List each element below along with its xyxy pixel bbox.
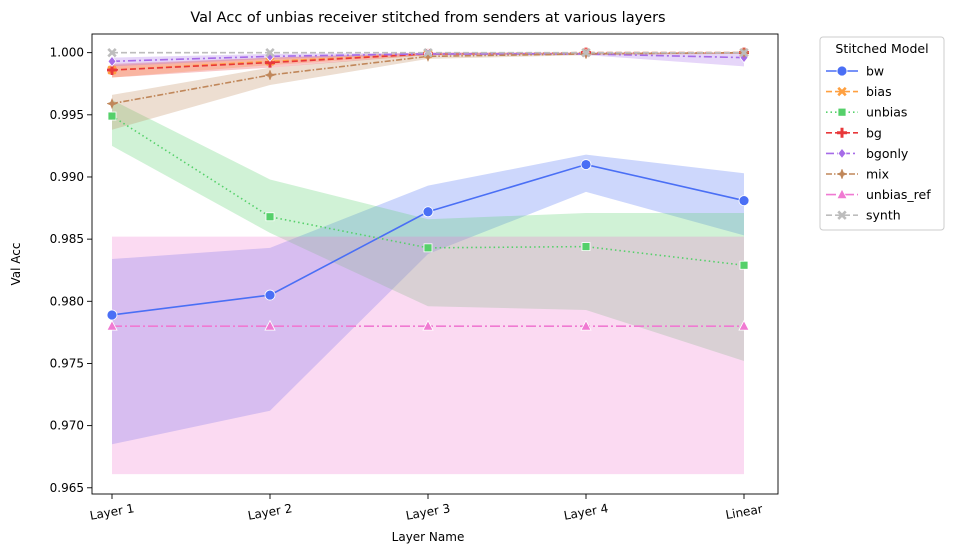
legend-item-bw: bw: [826, 64, 884, 79]
legend-marker: [837, 107, 847, 117]
legend-marker: [836, 168, 848, 180]
legend-item-unbias: unbias: [826, 105, 907, 120]
point-unbias-5: [739, 260, 749, 270]
legend-marker: [837, 86, 847, 97]
point-mix-1: [106, 97, 118, 110]
legend-label: synth: [866, 208, 901, 223]
legend-marker: [836, 188, 848, 200]
band-unbias_ref: [112, 236, 744, 475]
point-unbias-4: [581, 242, 591, 251]
point-synth-5: [739, 47, 749, 58]
point-bw-2: [264, 289, 276, 301]
y-axis-label: Val Acc: [9, 243, 23, 286]
y-tick-label: 0.995: [50, 108, 84, 122]
point-unbias_ref-4: [580, 319, 592, 331]
point-bw-3: [422, 206, 434, 218]
legend-item-bg: bg: [826, 125, 882, 140]
legend-frame: [819, 36, 945, 231]
x-tick-label: Layer 3: [405, 501, 452, 523]
series-markers: [106, 46, 750, 331]
plot-frame: [91, 33, 779, 495]
x-tick-label: Layer 2: [247, 501, 294, 523]
legend: Stitched Model bw bias unbias bg bgonly mix un…: [819, 36, 945, 231]
legend-label: bgonly: [866, 146, 909, 161]
legend-label: bias: [866, 84, 892, 99]
y-tick-label: 0.965: [50, 481, 84, 495]
y-tick-label: 0.985: [50, 232, 84, 246]
x-axis: Layer 1 Layer 2 Layer 3 Layer 4 Linear: [89, 494, 764, 523]
y-tick-label: 0.990: [50, 170, 84, 184]
legend-title: Stitched Model: [835, 41, 928, 56]
legend-label: bg: [866, 125, 882, 140]
point-unbias_ref-1: [106, 319, 118, 331]
point-synth-3: [423, 47, 433, 58]
y-tick-label: 0.970: [50, 419, 84, 433]
y-tick-label: 0.980: [50, 294, 84, 308]
point-bw-4: [580, 159, 592, 170]
legend-item-synth: synth: [826, 208, 901, 223]
legend-label: unbias: [866, 105, 907, 120]
legend-marker: [837, 147, 847, 160]
legend-item-bgonly: bgonly: [826, 146, 909, 161]
legend-marker: [837, 127, 847, 138]
y-tick-label: 0.975: [50, 356, 84, 370]
legend-item-unbias_ref: unbias_ref: [826, 187, 931, 202]
band-unbias: [112, 99, 744, 361]
chart-title: Val Acc of unbias receiver stitched from…: [190, 10, 665, 26]
legend-marker: [837, 210, 847, 220]
legend-label: unbias_ref: [866, 187, 931, 202]
point-bw-5: [738, 195, 750, 206]
y-axis: 0.965 0.970 0.975 0.980 0.985 0.990 0.995 1.000: [50, 46, 92, 495]
legend-label: bw: [866, 64, 884, 79]
y-tick-label: 1.000: [50, 46, 84, 60]
point-synth-2: [265, 47, 275, 58]
band-bw: [112, 154, 744, 445]
x-tick-label: Linear: [724, 502, 763, 522]
x-tick-label: Layer 4: [563, 501, 610, 523]
legend-item-mix: mix: [826, 167, 889, 182]
line-unbias: [111, 115, 745, 267]
x-axis-label: Layer Name: [392, 530, 465, 544]
point-bgonly-1: [107, 55, 117, 67]
x-tick-label: Layer 1: [89, 501, 136, 523]
point-unbias-2: [265, 212, 275, 222]
point-unbias-1: [107, 111, 117, 121]
point-unbias_ref-2: [264, 319, 276, 331]
point-synth-4: [581, 47, 591, 58]
confidence-bands: [112, 52, 744, 475]
point-unbias_ref-3: [422, 319, 434, 331]
point-bw-1: [106, 309, 118, 321]
legend-item-bias: bias: [826, 84, 892, 99]
point-mix-2: [264, 69, 276, 81]
legend-label: mix: [866, 167, 889, 182]
point-unbias-3: [423, 243, 433, 253]
point-synth-1: [107, 47, 117, 58]
legend-marker: [836, 65, 848, 77]
point-unbias_ref-5: [738, 319, 750, 331]
